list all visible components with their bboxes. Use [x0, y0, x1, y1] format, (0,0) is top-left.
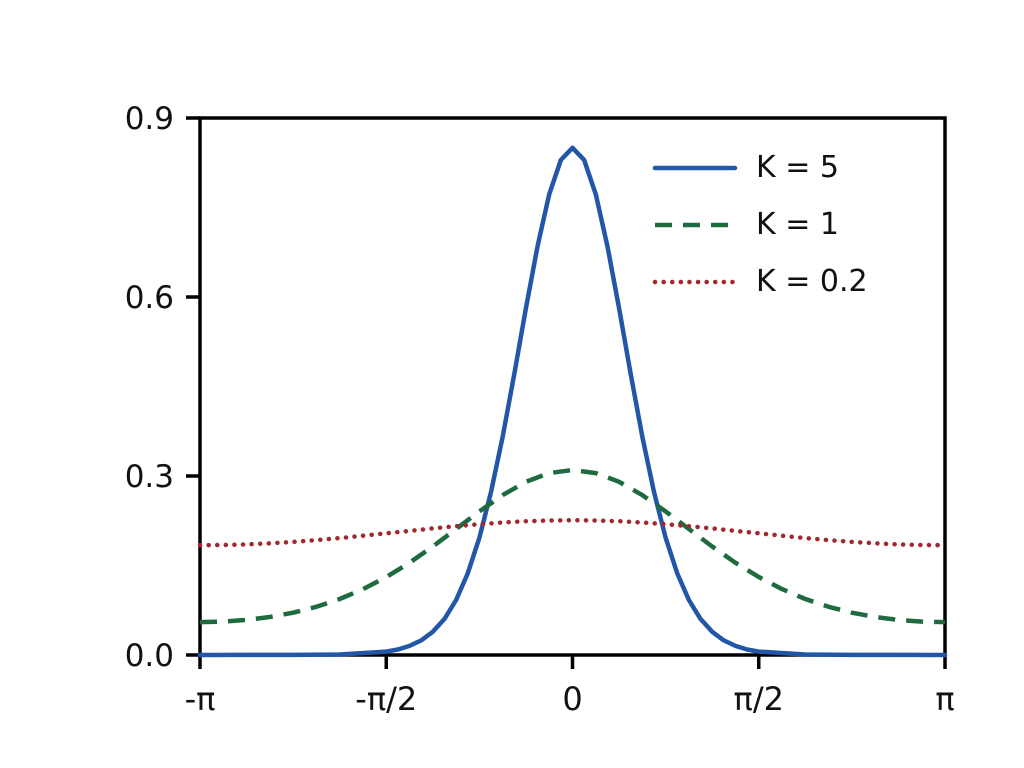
- x-tick-label: π: [935, 680, 954, 718]
- legend-label-k1: K = 1: [756, 207, 839, 242]
- y-tick-label: 0.6: [125, 280, 174, 316]
- x-tick-label: -π/2: [355, 680, 417, 718]
- legend-line-dashed-icon: [655, 222, 735, 228]
- curve-k1: [199, 467, 946, 625]
- legend-item-k02: K = 0.2: [652, 260, 868, 304]
- curve-k5: [197, 145, 948, 658]
- x-tick-label: 0: [562, 680, 582, 718]
- x-tick-label: -π: [185, 680, 216, 718]
- legend-label-k02: K = 0.2: [756, 264, 868, 299]
- legend-item-k1: K = 1: [652, 203, 868, 247]
- legend: K = 5 K = 1 K = 0.2: [652, 146, 868, 304]
- legend-item-k5: K = 5: [652, 146, 868, 190]
- legend-line-dotted-icon: [652, 279, 738, 285]
- y-tick-label: 0.0: [125, 638, 174, 674]
- legend-line-solid-icon: [652, 165, 738, 171]
- y-tick-label: 0.9: [125, 101, 174, 137]
- legend-label-k5: K = 5: [756, 150, 839, 185]
- curve-k0.2: [197, 517, 948, 548]
- y-tick-label: 0.3: [125, 459, 174, 495]
- x-tick-label: π/2: [734, 680, 784, 718]
